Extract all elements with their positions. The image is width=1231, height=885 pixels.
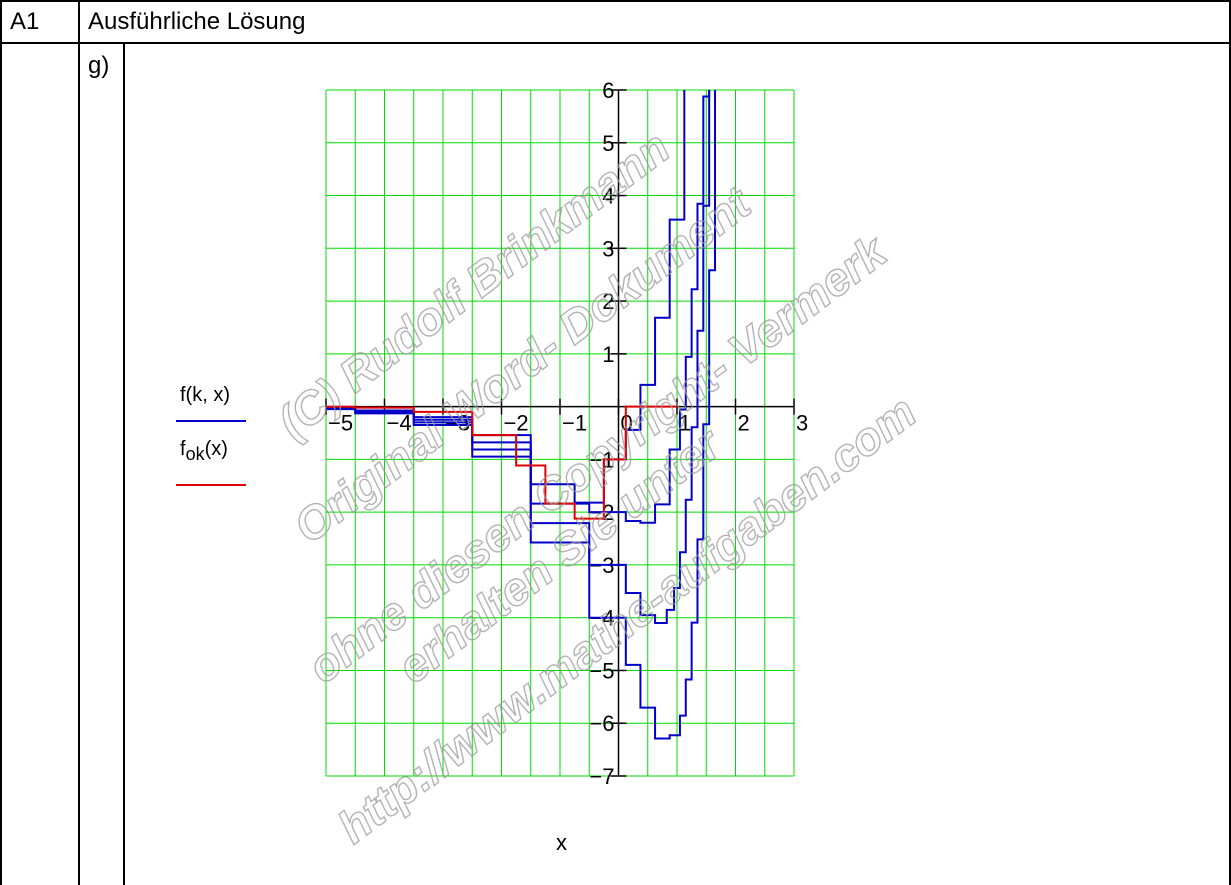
legend-locus-arg: (x) — [204, 438, 228, 460]
y-tick-label: −5 — [589, 658, 614, 683]
chart-series — [326, 90, 717, 740]
legend-line-family — [176, 420, 246, 422]
x-tick-label: 2 — [738, 411, 750, 436]
x-tick-label: −2 — [504, 411, 529, 436]
y-tick-label: 1 — [602, 342, 614, 367]
row-label: A1 — [10, 8, 40, 35]
y-tick-label: 5 — [602, 131, 614, 156]
x-tick-label: −4 — [387, 411, 412, 436]
legend-entry-family: f(k, x) — [180, 384, 230, 406]
y-tick-label: 4 — [602, 184, 614, 209]
x-tick-label: 1 — [679, 411, 691, 436]
legend-line-locus — [176, 484, 246, 486]
y-tick-label: 2 — [602, 289, 614, 314]
x-tick-label: 3 — [796, 411, 808, 436]
x-axis-label: x — [556, 830, 567, 855]
section-heading: Ausführliche Lösung — [88, 8, 306, 35]
y-tick-label: 3 — [602, 236, 614, 261]
part-label: g) — [88, 52, 110, 79]
series-curve-k3 — [326, 90, 711, 624]
x-tick-label: −5 — [328, 411, 353, 436]
legend-locus-sub: ok — [185, 444, 205, 464]
x-tick-label: −1 — [562, 411, 587, 436]
legend-locus-base: f — [180, 438, 186, 460]
series-curve-k4 — [326, 90, 717, 740]
series-locus-curve — [326, 405, 677, 520]
y-tick-label: −7 — [589, 764, 614, 789]
y-tick-label: −6 — [589, 711, 614, 736]
legend-entry-locus: fok(x) — [180, 438, 228, 465]
y-tick-label: 6 — [602, 78, 614, 103]
